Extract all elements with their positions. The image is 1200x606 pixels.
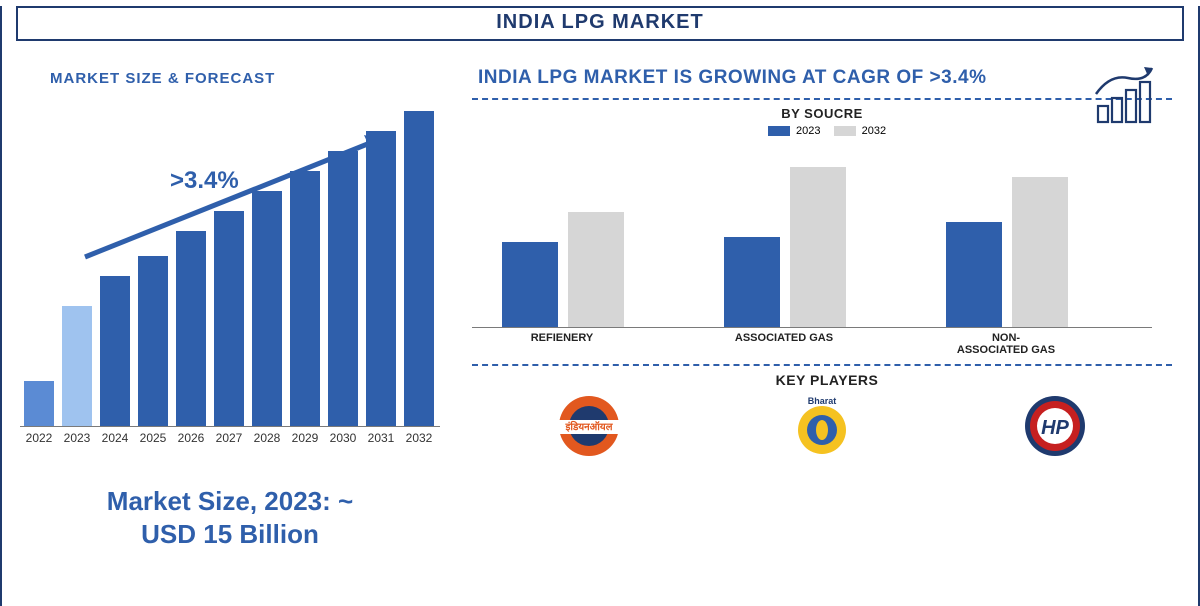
key-players-title: KEY PLAYERS xyxy=(472,372,1182,388)
source-x-labels: REFIENERY ASSOCIATED GAS NON-ASSOCIATED GA… xyxy=(472,328,1152,358)
svg-text:HP: HP xyxy=(1041,417,1069,439)
market-size-caption: Market Size, 2023: ~ USD 15 Billion xyxy=(20,485,440,550)
svg-text:Bharat: Bharat xyxy=(808,396,837,406)
source-chart: BY SOUCRE 2023 2032 REFIENERY ASSOCIATED … xyxy=(472,106,1172,356)
source-category-label: NON-ASSOCIATED GAS xyxy=(926,332,1086,356)
source-bar-2032 xyxy=(568,212,624,327)
forecast-heading: MARKET SIZE & FORECAST xyxy=(50,70,450,87)
cagr-heading: INDIA LPG MARKET IS GROWING AT CAGR OF >… xyxy=(478,66,1038,90)
source-bar-2032 xyxy=(790,167,846,327)
source-bar-2023 xyxy=(724,237,780,327)
infographic-frame: INDIA LPG MARKET MARKET SIZE & FORECAST … xyxy=(0,6,1200,606)
forecast-year-label: 2029 xyxy=(288,431,322,445)
forecast-x-labels: 2022 2023 2024 2025 2026 2027 2028 2029 2030 2031… xyxy=(20,427,440,447)
page-title: INDIA LPG MARKET xyxy=(16,6,1184,41)
legend-swatch-2023 xyxy=(768,126,790,136)
svg-text:इंडियनऑयल: इंडियनऑयल xyxy=(564,420,613,433)
legend-label-2032: 2032 xyxy=(862,125,886,137)
forecast-year-label: 2025 xyxy=(136,431,170,445)
left-panel: MARKET SIZE & FORECAST >3.4% 20222023202… xyxy=(20,56,450,550)
source-category-label: REFIENERY xyxy=(482,332,642,344)
forecast-year-label: 2026 xyxy=(174,431,208,445)
forecast-bar xyxy=(328,151,358,426)
company-logo: Bharat xyxy=(783,394,861,458)
market-size-l1: Market Size, 2023: ~ xyxy=(107,486,353,516)
forecast-bar xyxy=(214,211,244,426)
forecast-chart: >3.4% xyxy=(20,97,440,427)
forecast-bar xyxy=(24,381,54,426)
company-logo: HP xyxy=(1016,394,1094,458)
forecast-bar xyxy=(404,111,434,426)
forecast-year-label: 2032 xyxy=(402,431,436,445)
company-logo: इंडियनऑयल xyxy=(550,394,628,458)
source-plot xyxy=(472,143,1152,328)
right-panel: INDIA LPG MARKET IS GROWING AT CAGR OF >… xyxy=(472,56,1182,460)
forecast-year-label: 2023 xyxy=(60,431,94,445)
source-bar-2023 xyxy=(502,242,558,327)
forecast-year-label: 2028 xyxy=(250,431,284,445)
forecast-bar xyxy=(62,306,92,426)
market-size-l2: USD 15 Billion xyxy=(141,519,319,549)
forecast-bar xyxy=(100,276,130,426)
forecast-bar xyxy=(290,171,320,426)
growth-rate-label: >3.4% xyxy=(170,167,239,195)
forecast-year-label: 2024 xyxy=(98,431,132,445)
source-bar-2023 xyxy=(946,222,1002,327)
forecast-bar xyxy=(252,191,282,426)
forecast-year-label: 2031 xyxy=(364,431,398,445)
forecast-year-label: 2027 xyxy=(212,431,246,445)
forecast-bar xyxy=(176,231,206,426)
key-players-logos: इंडियनऑयल Bharat HP xyxy=(472,392,1172,460)
forecast-year-label: 2022 xyxy=(22,431,56,445)
source-bar-2032 xyxy=(1012,177,1068,327)
forecast-bar xyxy=(138,256,168,426)
divider-1 xyxy=(472,98,1172,100)
legend-swatch-2032 xyxy=(834,126,856,136)
divider-2 xyxy=(472,364,1172,366)
source-legend: 2023 2032 xyxy=(472,125,1172,137)
forecast-year-label: 2030 xyxy=(326,431,360,445)
forecast-bar xyxy=(366,131,396,426)
source-chart-title: BY SOUCRE xyxy=(472,106,1172,121)
legend-label-2023: 2023 xyxy=(796,125,820,137)
source-category-label: ASSOCIATED GAS xyxy=(704,332,864,344)
